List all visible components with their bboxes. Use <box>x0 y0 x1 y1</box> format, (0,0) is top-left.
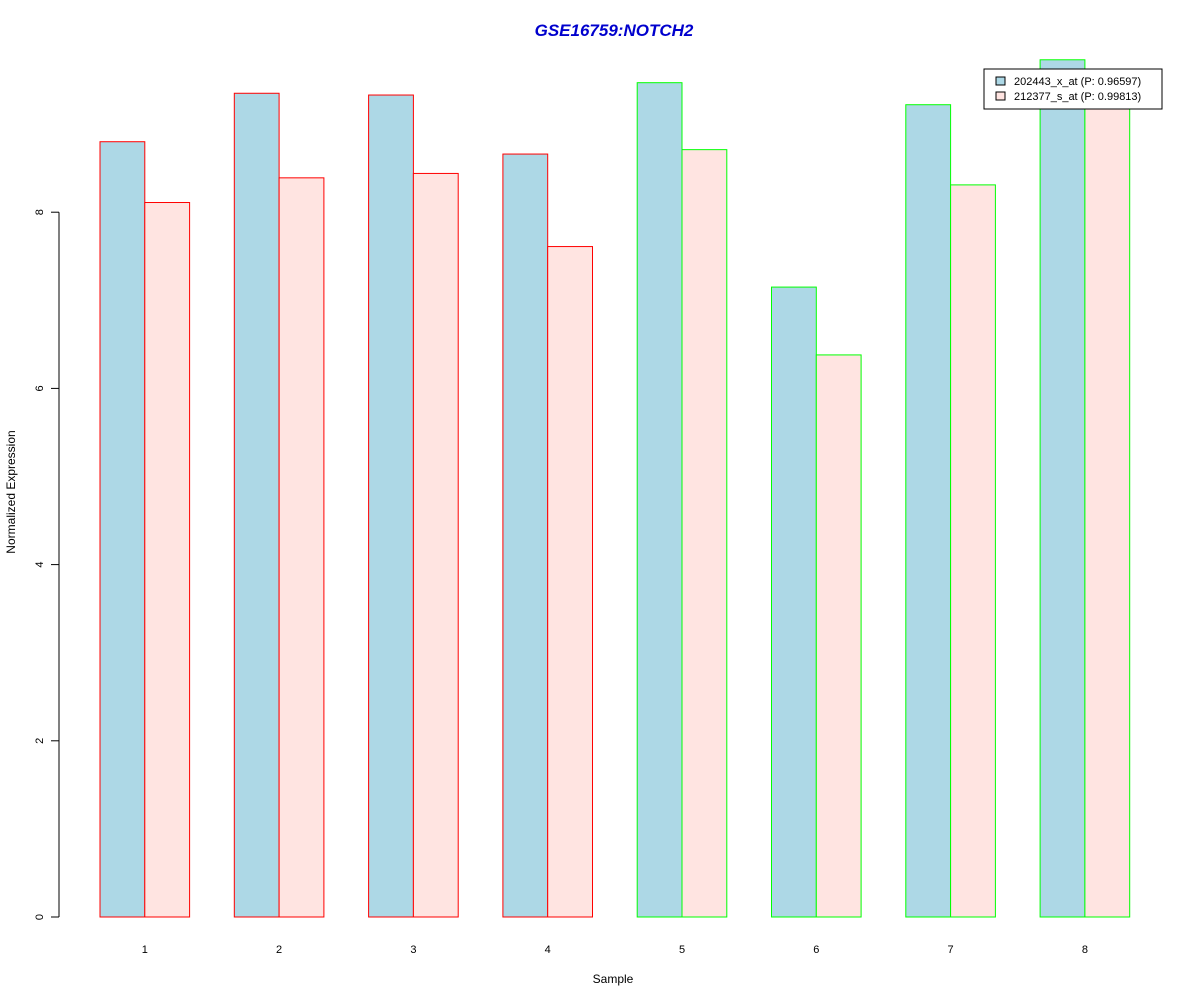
bar-sample-4-series-2 <box>547 246 594 918</box>
bar-sample-3-series-2 <box>412 172 459 918</box>
x-tick-label: 8 <box>1082 944 1088 956</box>
bar-sample-8-series-2 <box>1084 88 1131 918</box>
bar-sample-6-series-2 <box>815 354 862 918</box>
legend-box <box>983 68 1163 110</box>
legend-entry-label: 212377_s_at (P: 0.99813) <box>1014 91 1141 103</box>
bar-sample-2-series-1 <box>233 92 280 918</box>
bar-sample-2-series-2 <box>278 177 325 918</box>
legend-swatch <box>995 76 1006 86</box>
x-tick-label: 2 <box>276 944 282 956</box>
legend-entry-label: 202443_x_at (P: 0.96597) <box>1014 76 1141 88</box>
y-tick-label: 8 <box>34 209 46 215</box>
bar-sample-7-series-1 <box>905 104 952 918</box>
bar-sample-1-series-1 <box>99 141 146 918</box>
bar-sample-4-series-1 <box>502 153 549 918</box>
bar-sample-7-series-2 <box>950 184 996 918</box>
bar-sample-5-series-1 <box>636 82 683 918</box>
bar-sample-3-series-1 <box>368 94 414 918</box>
chart-title: GSE16759:NOTCH2 <box>535 21 694 40</box>
legend-swatch <box>995 91 1006 101</box>
bars-group <box>99 59 1131 918</box>
y-tick-label: 2 <box>34 738 46 744</box>
y-axis-label: Normalized Expression <box>4 430 18 553</box>
x-axis-label: Sample <box>593 972 634 986</box>
y-tick-label: 6 <box>34 385 46 391</box>
bar-sample-8-series-1 <box>1039 59 1086 918</box>
x-tick-label: 5 <box>679 944 685 956</box>
x-tick-label: 1 <box>142 944 148 956</box>
bar-sample-6-series-1 <box>771 286 817 918</box>
x-tick-label: 3 <box>410 944 416 956</box>
y-axis: 0 2 4 6 8 <box>34 209 60 920</box>
bar-sample-5-series-2 <box>681 149 728 918</box>
bar-sample-1-series-2 <box>144 202 191 918</box>
x-axis: 1 2 3 4 5 6 7 8 <box>142 944 1088 956</box>
x-tick-label: 4 <box>545 944 551 956</box>
x-tick-label: 6 <box>813 944 819 956</box>
legend: 202443_x_at (P: 0.96597) 212377_s_at (P: … <box>983 68 1163 110</box>
y-tick-label: 4 <box>34 562 46 568</box>
x-tick-label: 7 <box>948 944 954 956</box>
y-tick-label: 0 <box>34 914 46 920</box>
